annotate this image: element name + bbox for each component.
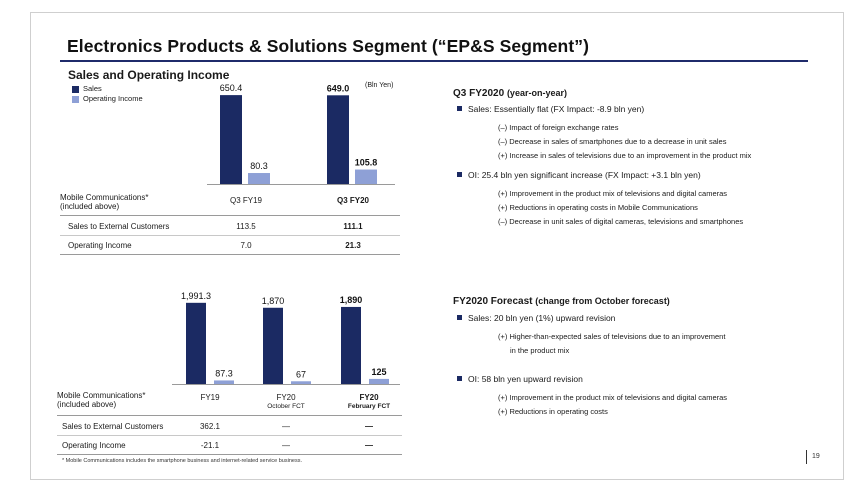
table-header-line2: (included above)	[57, 400, 117, 409]
table-cell: 7.0	[240, 241, 252, 250]
q3-heading-suffix: (year-on-year)	[506, 88, 567, 98]
table-cell: —	[365, 422, 373, 431]
footnote: * Mobile Communications includes the sma…	[62, 458, 302, 464]
fy-sales-item: (+) Higher-than-expected sales of televi…	[498, 332, 726, 341]
table-rule	[60, 235, 400, 236]
fy-heading: FY2020 Forecast (change from October for…	[453, 296, 670, 307]
bullet-square-icon	[457, 172, 462, 178]
q3-oi-item: (–) Decrease in unit sales of digital ca…	[498, 217, 744, 226]
legend-oi-swatch	[72, 95, 79, 103]
chart-heading: Sales and Operating Income	[68, 68, 230, 82]
table-cell: 113.5	[236, 222, 256, 231]
q3-oi-text: OI: 25.4 bln yen significant increase (F…	[468, 170, 701, 180]
legend-sales-label: Sales	[83, 84, 102, 93]
sales-bar	[220, 95, 242, 184]
legend-oi: Operating Income	[72, 94, 143, 104]
q3-oi-bullet: OI: 25.4 bln yen significant increase (F…	[457, 170, 701, 180]
table-header-line1: Mobile Communications*	[60, 193, 149, 202]
oi-bar	[355, 169, 377, 184]
sales-data-label: 1,991.3	[181, 291, 211, 301]
table-row-label: Sales to External Customers	[62, 422, 164, 431]
slide-title: Electronics Products & Solutions Segment…	[67, 36, 590, 56]
oi-bar	[214, 380, 234, 384]
legend: Sales Operating Income	[72, 84, 143, 104]
table-header-line1: Mobile Communications*	[57, 391, 146, 400]
bullet-square-icon	[457, 376, 462, 382]
legend-sales-swatch	[72, 85, 79, 93]
fy-oi-text: OI: 58 bln yen upward revision	[468, 374, 583, 384]
q3-oi-item: (+) Reductions in operating costs in Mob…	[498, 203, 698, 212]
table-cell: 21.3	[345, 241, 361, 250]
table-row-label: Sales to External Customers	[68, 222, 170, 231]
table-rule	[57, 435, 402, 436]
legend-sales: Sales	[72, 84, 143, 94]
sales-data-label: 649.0	[327, 83, 350, 93]
q3-sales-item: (+) Increase in sales of televisions due…	[498, 151, 752, 160]
sales-data-label: 1,870	[262, 296, 285, 306]
table-col-fy19: FY19	[200, 393, 220, 402]
bullet-square-icon	[457, 106, 462, 112]
table-cell: —	[282, 422, 290, 431]
table-col-fy20-feb-sub: February FCT	[347, 403, 391, 410]
oi-data-label: 125	[371, 367, 386, 377]
oi-bar	[291, 381, 311, 384]
sales-data-label: 1,890	[340, 295, 363, 305]
fy-sales-bullet: Sales: 20 bln yen (1%) upward revision	[457, 313, 615, 323]
oi-bar	[369, 378, 389, 384]
table-col-fy20-feb: FY20	[359, 393, 379, 402]
table-rule	[57, 454, 402, 455]
title-rule	[60, 60, 808, 62]
table-col-q3fy20: Q3 FY20	[336, 196, 369, 205]
fy-oi-item: (+) Improvement in the product mix of te…	[498, 393, 728, 402]
sales-bar	[327, 95, 349, 184]
fy-oi-item: (+) Reductions in operating costs	[498, 407, 608, 416]
q3-oi-item: (+) Improvement in the product mix of te…	[498, 189, 728, 198]
slide-frame	[30, 12, 844, 480]
sales-bar	[341, 306, 361, 384]
sales-bar	[186, 302, 206, 384]
table-cell: 111.1	[343, 222, 363, 231]
bullet-square-icon	[457, 315, 462, 321]
table-col-fy20-oct-sub: October FCT	[267, 403, 305, 410]
oi-data-label: 87.3	[215, 368, 233, 378]
fy-heading-suffix: (change from October forecast)	[535, 296, 670, 306]
table-rule	[60, 254, 400, 255]
oi-data-label: 67	[296, 369, 306, 379]
table-rule	[60, 215, 400, 216]
q3-sales-item: (–) Impact of foreign exchange rates	[498, 123, 619, 132]
page-divider	[806, 450, 807, 464]
q3-sales-bullet: Sales: Essentially flat (FX Impact: -8.9…	[457, 104, 644, 114]
sales-data-label: 650.4	[220, 83, 243, 93]
table-rule	[57, 415, 402, 416]
table-cell: —	[282, 441, 290, 450]
table-row-label: Operating Income	[62, 441, 126, 450]
table-row-label: Operating Income	[68, 241, 132, 250]
oi-bar	[248, 173, 270, 184]
fy-oi-bullet: OI: 58 bln yen upward revision	[457, 374, 583, 384]
q3-heading: Q3 FY2020 (year-on-year)	[453, 88, 567, 99]
table-cell: —	[365, 441, 373, 450]
table-col-fy20-oct: FY20	[276, 393, 296, 402]
table-cell: 362.1	[199, 422, 221, 431]
table-col-q3fy19: Q3 FY19	[229, 196, 262, 205]
unit-label: (Bln Yen)	[365, 82, 394, 89]
fy-sales-item: in the product mix	[510, 346, 570, 355]
legend-oi-label: Operating Income	[83, 94, 143, 103]
q3-sales-item: (–) Decrease in sales of smartphones due…	[498, 137, 727, 146]
oi-data-label: 105.8	[355, 158, 378, 168]
fy-heading-text: FY2020 Forecast	[453, 296, 533, 307]
q3-sales-text: Sales: Essentially flat (FX Impact: -8.9…	[468, 104, 645, 114]
fy-sales-text: Sales: 20 bln yen (1%) upward revision	[468, 313, 616, 323]
q3-heading-text: Q3 FY2020	[453, 88, 505, 99]
table-header-line2: (included above)	[60, 202, 120, 211]
oi-data-label: 80.3	[250, 161, 268, 171]
table-cell: -21.1	[200, 441, 220, 450]
sales-bar	[263, 307, 283, 384]
page-number: 19	[812, 453, 820, 460]
